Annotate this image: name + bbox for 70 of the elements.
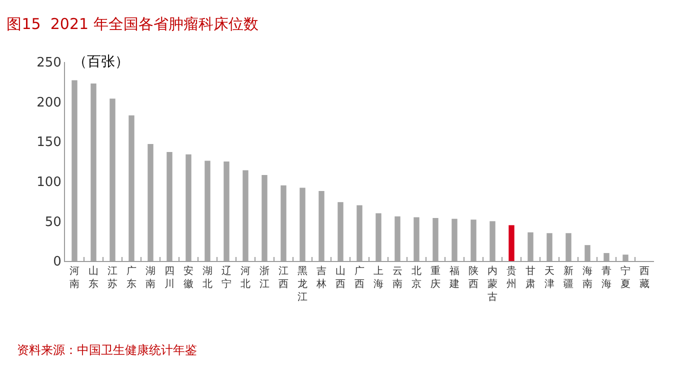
bar <box>584 245 590 261</box>
bar <box>546 233 552 261</box>
x-tick-label: 甘肃 <box>526 265 536 290</box>
bar <box>604 253 610 261</box>
x-tick-label: 山西 <box>336 265 346 290</box>
x-tick-label: 四川 <box>164 266 174 290</box>
x-tick-label: 广东 <box>126 265 136 290</box>
bar <box>490 221 496 261</box>
y-axis-title: （百张） <box>73 54 129 70</box>
chart-title: 图15 2021 年全国各省肿瘤科床位数 <box>6 15 258 34</box>
y-tick-label: 200 <box>36 95 62 110</box>
y-tick-label: 100 <box>36 174 62 190</box>
bar <box>186 154 192 261</box>
bar <box>356 205 362 261</box>
x-tick-label: 安徽 <box>184 265 194 290</box>
bar <box>148 144 154 261</box>
bar <box>470 220 476 261</box>
x-tick-label: 宁夏 <box>620 265 630 290</box>
x-tick-label: 内蒙古 <box>488 265 498 303</box>
x-tick-label: 海南 <box>582 265 592 290</box>
y-tick-label: 150 <box>36 135 62 150</box>
x-tick-label: 上海 <box>374 265 384 290</box>
x-tick-label: 重庆 <box>430 265 440 290</box>
x-tick-label: 辽宁 <box>222 265 232 290</box>
x-tick-label: 湖南 <box>146 265 156 290</box>
bar <box>72 80 78 261</box>
bar <box>622 254 628 261</box>
bar <box>528 232 534 261</box>
x-tick-label: 青海 <box>602 265 612 290</box>
x-tick-label: 云南 <box>392 266 402 290</box>
bar <box>432 218 438 261</box>
x-tick-label: 河南 <box>70 265 80 290</box>
bar <box>414 217 420 261</box>
x-tick-label: 新疆 <box>564 265 574 290</box>
bar <box>508 225 514 261</box>
x-tick-label: 江苏 <box>108 265 118 290</box>
bar <box>394 216 400 261</box>
bar <box>262 175 268 261</box>
x-tick-label: 北京 <box>412 265 422 290</box>
x-tick-label: 吉林 <box>316 265 326 290</box>
bar <box>90 83 96 261</box>
bar <box>204 160 210 261</box>
x-tick-label: 浙江 <box>260 265 270 290</box>
bar <box>224 162 230 261</box>
bar <box>338 202 344 261</box>
x-tick-label: 湖北 <box>202 265 212 290</box>
bar <box>280 185 286 261</box>
bar <box>166 152 172 261</box>
text: 资料来源：中国卫生健康统计年鉴 <box>17 343 197 357</box>
x-tick-label: 黑龙江 <box>298 266 308 303</box>
bar <box>452 218 458 261</box>
y-tick-label: 50 <box>44 214 62 230</box>
x-tick-label: 天津 <box>544 266 554 290</box>
bar <box>110 98 116 261</box>
bar <box>128 115 134 261</box>
x-tick-label: 江西 <box>278 265 288 290</box>
x-tick-label: 广西 <box>354 265 364 290</box>
bar <box>300 188 306 261</box>
x-tick-label: 福建 <box>448 265 460 290</box>
bar <box>376 213 382 261</box>
bar <box>242 170 248 261</box>
bar <box>318 190 324 261</box>
y-tick-label: 0 <box>53 254 62 270</box>
x-tick-label: 山东 <box>88 265 98 290</box>
x-tick-label: 贵州 <box>506 265 516 290</box>
x-tick-label: 西藏 <box>640 266 650 290</box>
y-tick-label: 250 <box>36 56 62 71</box>
x-tick-label: 河北 <box>240 265 250 290</box>
x-tick-label: 陕西 <box>468 265 478 290</box>
bar <box>566 233 572 261</box>
